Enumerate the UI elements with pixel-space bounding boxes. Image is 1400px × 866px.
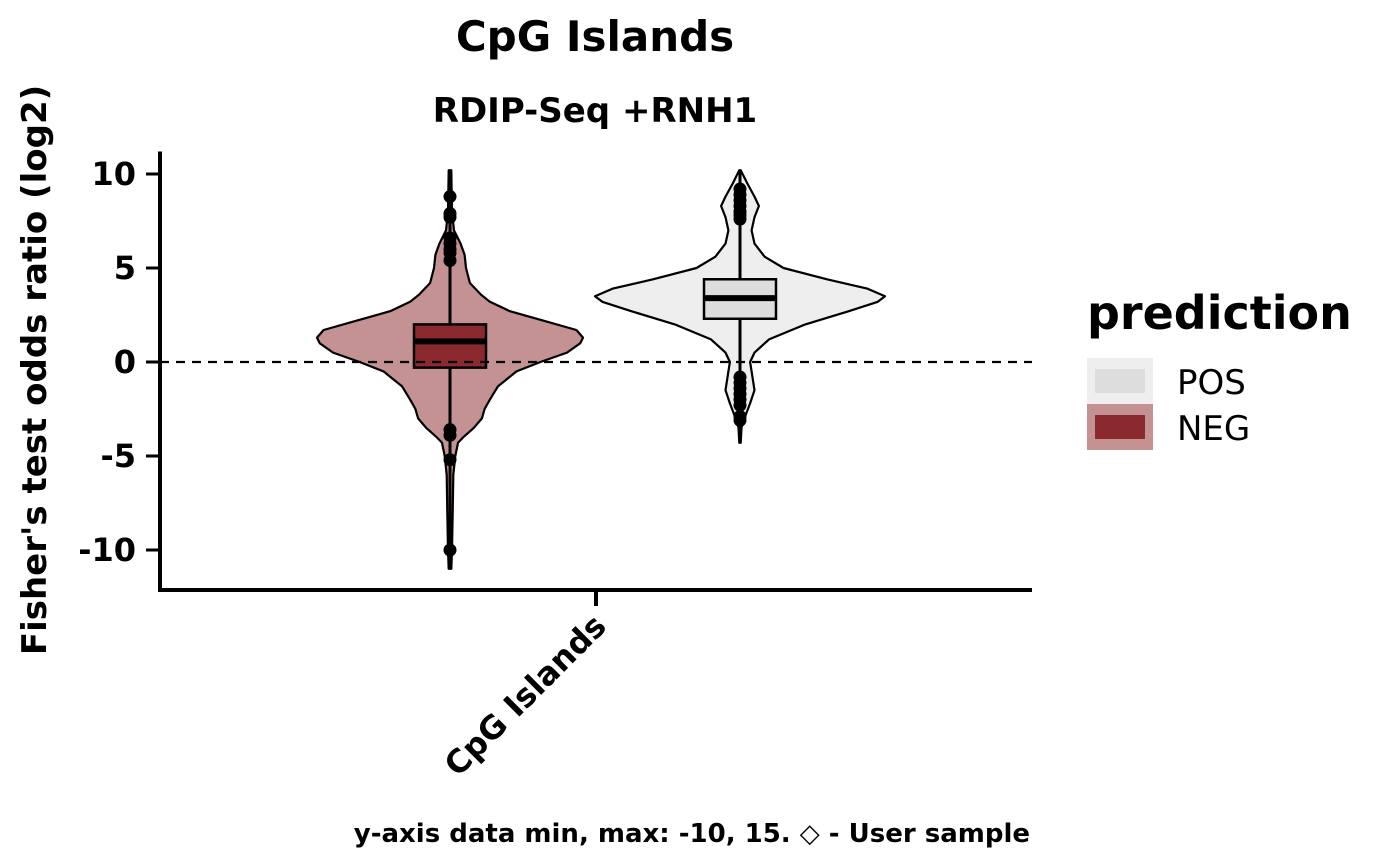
legend-entry-neg: NEG xyxy=(1087,404,1250,450)
legend-label: POS xyxy=(1177,363,1246,403)
outlier-point xyxy=(444,211,457,224)
chart-subtitle: RDIP-Seq +RNH1 xyxy=(433,91,757,131)
outlier-point xyxy=(444,254,457,267)
outlier-point xyxy=(444,544,457,557)
y-tick-labels: 10 5 0 -5 -10 xyxy=(78,155,136,569)
legend: prediction POS NEG xyxy=(1087,286,1352,450)
outlier-point xyxy=(734,414,747,427)
outlier-point xyxy=(734,213,747,226)
legend-swatch xyxy=(1095,415,1145,439)
legend-label: NEG xyxy=(1177,409,1250,449)
outlier-point xyxy=(444,190,457,203)
legend-swatch xyxy=(1095,369,1145,393)
outlier-point xyxy=(444,429,457,442)
x-tick-label: CpG Islands xyxy=(437,607,614,784)
outlier-point xyxy=(734,399,747,412)
plot-area xyxy=(160,170,1032,569)
chart-caption: y-axis data min, max: -10, 15. ◇ - User … xyxy=(354,819,1030,849)
y-tick-label: 10 xyxy=(91,155,136,193)
y-tick-label: 5 xyxy=(114,249,136,287)
violin-group-pos xyxy=(595,170,885,443)
y-tick-label: -5 xyxy=(100,437,136,475)
legend-title: prediction xyxy=(1087,286,1352,340)
chart-title: CpG Islands xyxy=(456,12,734,61)
legend-entries: POS NEG xyxy=(1087,358,1250,450)
y-tick-label: 0 xyxy=(114,343,136,381)
axes xyxy=(146,151,1032,606)
y-tick-label: -10 xyxy=(78,531,136,569)
violin-group-neg xyxy=(317,170,583,569)
outlier-point xyxy=(444,453,457,466)
x-tick-labels: CpG Islands xyxy=(437,607,614,784)
y-axis-label: Fisher's test odds ratio (log2) xyxy=(15,85,55,655)
legend-entry-pos: POS xyxy=(1087,358,1246,404)
